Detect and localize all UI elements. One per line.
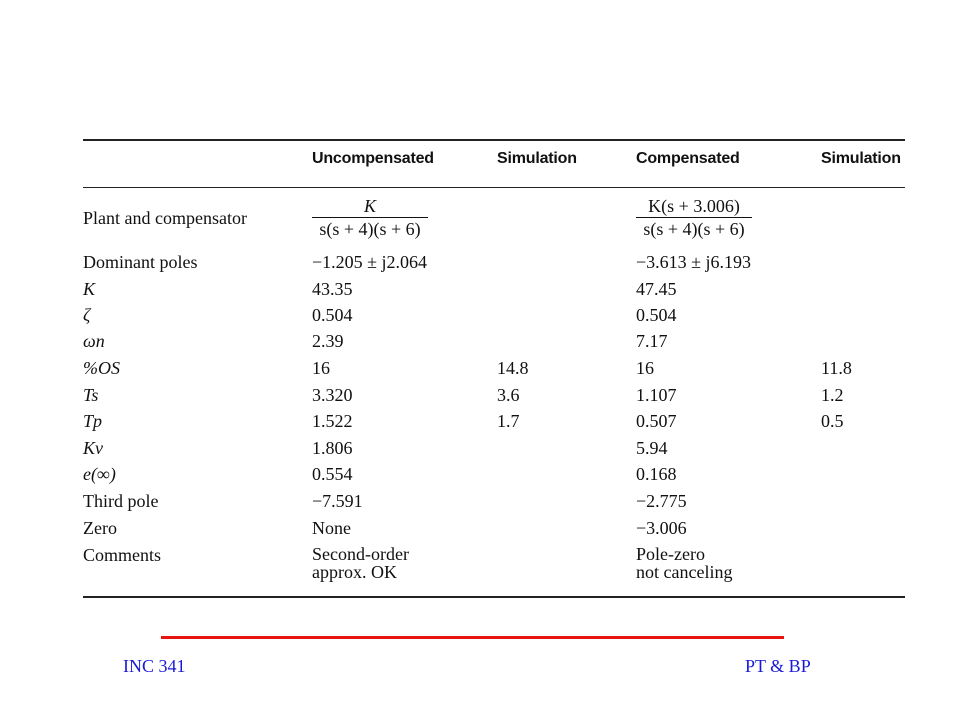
table-cell-unc: 0.504 [312, 305, 353, 325]
table-cell-comp: −2.775 [636, 491, 687, 511]
table-cell-unc: 16 [312, 358, 330, 378]
table-cell-comp: 47.45 [636, 279, 677, 299]
table-cell-comp: −3.006 [636, 518, 687, 538]
comment-compensated: Pole-zero not canceling [636, 545, 732, 581]
footer-divider [161, 636, 784, 639]
table-cell-unc: 0.554 [312, 464, 353, 484]
row-label: e(∞) [83, 464, 116, 484]
table-cell-comp: 7.17 [636, 331, 668, 351]
table-cell-unc: 2.39 [312, 331, 344, 351]
row-label: Third pole [83, 491, 159, 511]
table-top-rule [83, 139, 905, 141]
table-cell-comp: 16 [636, 358, 654, 378]
row-label: K [83, 279, 96, 299]
header-simulation-compensated: Simulation [821, 150, 901, 167]
comment-uncompensated: Second-order approx. OK [312, 545, 409, 581]
uncompensated-denominator: s(s + 4)(s + 6) [312, 217, 428, 239]
table-cell-unc: −7.591 [312, 491, 363, 511]
table-cell-sim1: 14.8 [497, 358, 529, 378]
comment-compensated-line1: Pole-zero [636, 544, 705, 564]
table-cell-comp: 0.504 [636, 305, 677, 325]
table-cell-sim1: 3.6 [497, 385, 520, 405]
table-cell-sim2: 0.5 [821, 411, 844, 431]
table-cell-comp: −3.613 ± j6.193 [636, 252, 752, 272]
row-label: Zero [83, 518, 117, 538]
header-compensated: Compensated [636, 150, 740, 167]
header-uncompensated: Uncompensated [312, 150, 434, 167]
row-label-comments: Comments [83, 545, 162, 565]
uncompensated-numerator: K [363, 196, 376, 216]
table-cell-unc: −1.205 ± j2.064 [312, 252, 428, 272]
compensated-transfer-function: K(s + 3.006) s(s + 4)(s + 6) [636, 196, 752, 239]
comment-compensated-line2: not canceling [636, 562, 733, 582]
row-label: ωn [83, 331, 105, 351]
comment-uncompensated-line1: Second-order [312, 544, 409, 564]
table-header-rule [83, 187, 905, 188]
table-bottom-rule [83, 596, 905, 598]
row-label: Ts [83, 385, 99, 405]
table-cell-sim2: 1.2 [821, 385, 844, 405]
table-cell-comp: 5.94 [636, 438, 668, 458]
table-cell-sim1: 1.7 [497, 411, 520, 431]
table-cell-sim2: 11.8 [821, 358, 852, 378]
row-label: %OS [83, 358, 120, 378]
row-label: Dominant poles [83, 252, 198, 272]
table-cell-comp: 0.168 [636, 464, 677, 484]
compensated-denominator: s(s + 4)(s + 6) [636, 217, 752, 239]
table-cell-unc: None [312, 518, 351, 538]
table-cell-unc: 1.806 [312, 438, 353, 458]
compensated-numerator: K(s + 3.006) [648, 196, 740, 216]
row-label: ζ [83, 305, 91, 325]
footer-course-code: INC 341 [123, 656, 186, 676]
row-label: Kv [83, 438, 103, 458]
table-cell-unc: 3.320 [312, 385, 353, 405]
row-label-plant: Plant and compensator [83, 208, 247, 228]
table-cell-comp: 1.107 [636, 385, 677, 405]
comparison-table: Uncompensated Simulation Compensated Sim… [83, 139, 905, 599]
header-simulation-uncompensated: Simulation [497, 150, 577, 167]
uncompensated-transfer-function: K s(s + 4)(s + 6) [312, 196, 428, 239]
footer-authors: PT & BP [745, 656, 811, 676]
table-cell-unc: 43.35 [312, 279, 353, 299]
comment-uncompensated-line2: approx. OK [312, 562, 397, 582]
table-cell-unc: 1.522 [312, 411, 353, 431]
table-cell-comp: 0.507 [636, 411, 677, 431]
row-label: Tp [83, 411, 103, 431]
